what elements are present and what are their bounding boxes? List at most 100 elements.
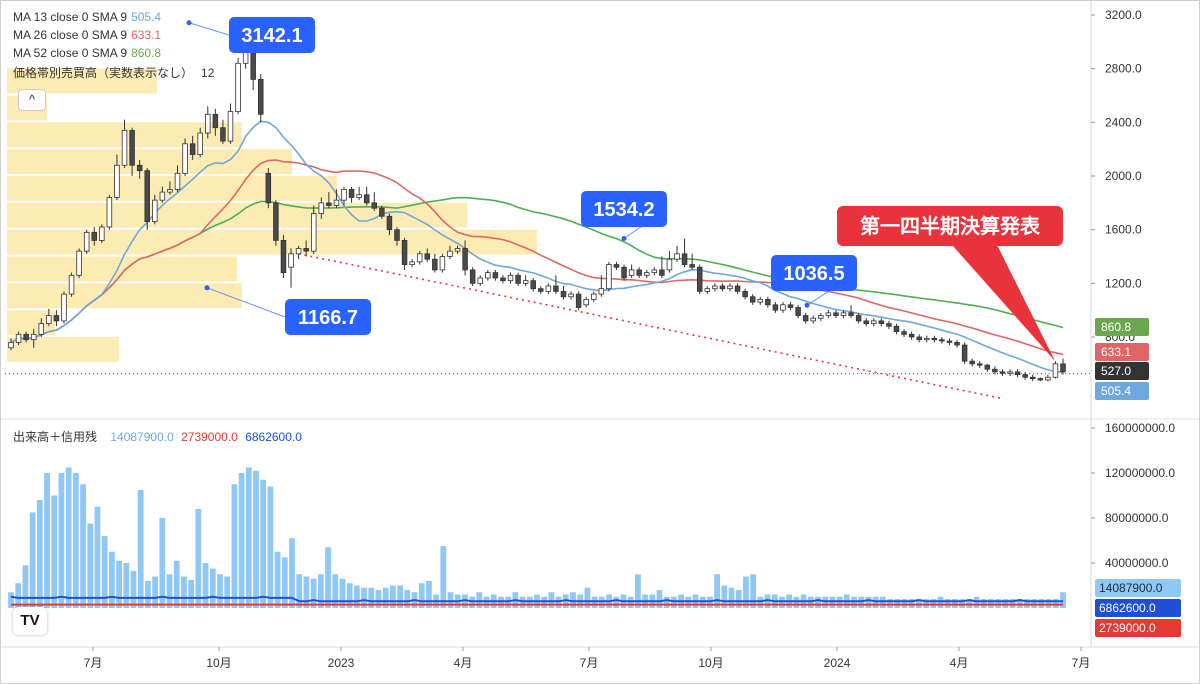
- callout-1166-dot: [204, 285, 210, 291]
- candle-body: [969, 360, 975, 365]
- candle-body: [999, 371, 1006, 374]
- candle-body: [954, 341, 960, 346]
- candle-body: [189, 143, 196, 155]
- legend-volume[interactable]: 出来高＋信用残 14087900.0 2739000.0 6862600.0: [13, 429, 302, 445]
- legend-ma52[interactable]: MA 52 close 0 SMA 9 860.8: [13, 45, 161, 61]
- volume-bar: [382, 587, 389, 608]
- candle-body: [984, 364, 991, 370]
- candle-body: [553, 285, 559, 292]
- candle-body: [931, 337, 938, 341]
- legend-volume-profile[interactable]: 価格帯別売買高（実数表示なし） 12: [13, 65, 214, 81]
- candle-body: [379, 207, 385, 217]
- volume-bar: [159, 518, 166, 608]
- candle-body: [613, 264, 620, 268]
- volume-bar: [361, 587, 367, 608]
- candle-body: [659, 269, 665, 276]
- legend-ma13[interactable]: MA 13 close 0 SMA 9 505.4: [13, 9, 161, 25]
- candle-body: [886, 323, 892, 327]
- volume-bar: [807, 596, 814, 608]
- candle-body: [310, 213, 317, 252]
- candle-body: [348, 189, 355, 198]
- candle-body: [333, 199, 340, 206]
- candle-body: [992, 368, 998, 373]
- volume-bar: [707, 596, 713, 608]
- volume-bar: [721, 585, 728, 608]
- volume-bar: [51, 495, 58, 608]
- ma13-line: [10, 120, 1064, 373]
- volume-bar: [94, 506, 101, 608]
- volume-bar: [858, 596, 865, 608]
- volume-bar: [195, 509, 202, 608]
- earnings-callout-label: 第一四半期決算発表: [860, 214, 1041, 238]
- volume-bar: [152, 576, 158, 608]
- price-tick-label: 1200.0: [1105, 276, 1142, 290]
- volume-bar: [325, 547, 331, 608]
- candle-body: [106, 197, 113, 228]
- candle-body: [136, 164, 143, 172]
- candle-body: [538, 288, 544, 292]
- callout-1036-label: 1036.5: [783, 263, 844, 285]
- volume-tag-bg: [1095, 579, 1181, 597]
- volume-bar: [65, 467, 72, 608]
- time-tick-label: 10月: [206, 656, 231, 670]
- candle-body: [326, 202, 332, 206]
- volume-bar: [1052, 599, 1059, 608]
- volume-bars: [8, 467, 1066, 608]
- candle-body: [893, 325, 900, 333]
- vol-value-2: 2739000.0: [181, 430, 238, 444]
- volume-bar: [952, 599, 958, 608]
- volume-bar: [584, 587, 591, 608]
- candle-body: [765, 299, 771, 306]
- candle-body: [30, 333, 37, 341]
- candle-body: [356, 194, 362, 198]
- volume-bar: [137, 489, 144, 608]
- candle-body: [825, 312, 832, 316]
- volume-bar: [368, 587, 375, 608]
- volume-bar: [872, 596, 879, 608]
- candle-body: [174, 172, 181, 190]
- price-tick-label: 1600.0: [1105, 223, 1142, 237]
- vp-bar-3: [7, 149, 292, 174]
- volume-bar: [58, 473, 65, 608]
- candle-body: [742, 290, 748, 298]
- volume-bar: [145, 581, 151, 608]
- candle-body: [1037, 378, 1044, 381]
- volume-bar: [253, 470, 259, 608]
- volume-bar: [959, 599, 966, 608]
- collapse-legend-button[interactable]: ^: [18, 89, 46, 111]
- candle-body: [205, 113, 211, 134]
- vol-value-1: 14087900.0: [110, 430, 174, 444]
- candle-body: [167, 189, 173, 193]
- candle-body: [591, 293, 597, 300]
- volume-bar: [447, 592, 454, 608]
- legend-ma26[interactable]: MA 26 close 0 SMA 9 633.1: [13, 27, 161, 43]
- ma26-value: 633.1: [131, 28, 162, 42]
- vp-label: 価格帯別売買高（実数表示なし）: [13, 66, 194, 80]
- tradingview-logo[interactable]: TV: [13, 607, 47, 635]
- candle-body: [394, 229, 400, 241]
- price-tick-label: 2400.0: [1105, 115, 1142, 129]
- callout-1534-dot: [621, 235, 627, 241]
- volume-bar: [851, 596, 857, 608]
- volume-bar: [404, 590, 411, 608]
- vp-bar-10: [7, 337, 119, 362]
- volume-bar: [281, 557, 288, 608]
- volume-bar: [224, 576, 231, 608]
- volume-bar: [757, 596, 764, 608]
- candle-body: [1045, 376, 1051, 381]
- volume-bar: [822, 596, 829, 608]
- volume-bar: [29, 512, 36, 608]
- volume-bar: [973, 596, 980, 608]
- volume-bar: [879, 596, 886, 608]
- candle-body: [38, 323, 45, 335]
- candle-body: [386, 215, 393, 231]
- candle-body: [1022, 374, 1028, 378]
- candle-body: [704, 288, 711, 292]
- volume-bar: [1060, 592, 1066, 608]
- candle-body: [924, 337, 930, 341]
- volume-bar: [562, 594, 569, 608]
- volume-bar: [267, 486, 274, 608]
- volume-tick-label: 160000000.0: [1105, 421, 1175, 435]
- candle-body: [129, 129, 135, 166]
